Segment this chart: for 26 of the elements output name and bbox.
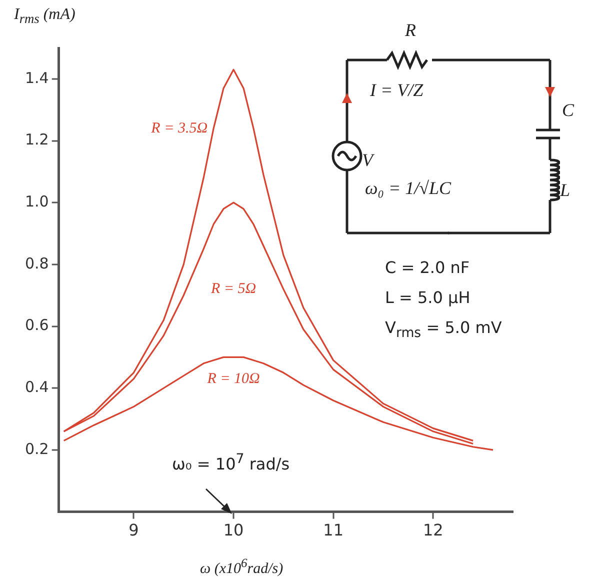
annotation: C = 2.0 nF [385, 258, 470, 277]
x-tick-label: 12 [422, 520, 444, 540]
x-tick-label: 10 [223, 520, 244, 540]
y-axis-title: I$_{rms}$ (mA) [14, 6, 76, 28]
annotation: I = V/Z [370, 80, 424, 101]
y-tick-label: 0.4 [24, 378, 49, 396]
x-axis-title: ω (x10$^{6}$rad/s) [200, 556, 284, 578]
series-label: R = 10Ω [206, 370, 260, 387]
y-tick-label: 1.2 [24, 130, 49, 149]
x-tick-label: 9 [128, 520, 139, 540]
series-label: R = 3.5Ω [150, 120, 208, 136]
y-tick-label: 1.4 [24, 68, 49, 87]
x-tick-label: 11 [323, 520, 344, 540]
series-label: R = 5Ω [210, 281, 256, 298]
y-tick-label: 0.8 [24, 254, 49, 272]
text: C [562, 100, 574, 121]
annotation: V [362, 150, 373, 171]
y-tick-label: 0.2 [24, 440, 49, 458]
annotation: ω₀ = 1/√LC [365, 178, 452, 199]
y-tick-label: 1.0 [24, 192, 49, 210]
annotation: L = 5.0 µH [385, 288, 470, 307]
text: R [405, 20, 416, 41]
annotation: V$_{rms}$ = 5.0 mV [385, 318, 502, 342]
text: L [560, 180, 570, 201]
y-tick-label: 0.6 [24, 316, 49, 334]
annotation: ω₀ = 10$^{7}$ rad/s [172, 452, 290, 474]
